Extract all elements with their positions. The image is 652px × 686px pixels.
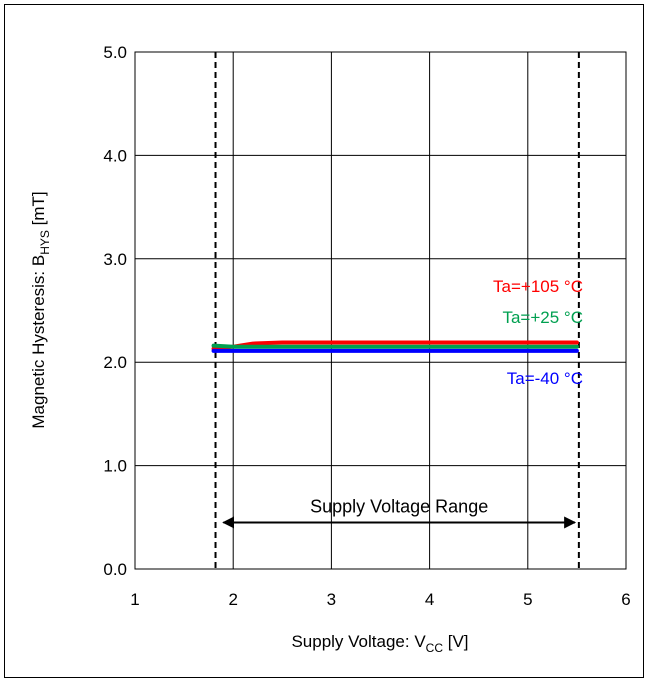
y-tick-label: 4.0 (103, 146, 127, 165)
series-label-25: Ta=+25 °C (502, 308, 583, 327)
range-annotation-label: Supply Voltage Range (310, 496, 488, 516)
x-tick-label: 5 (523, 590, 532, 609)
x-tick-label: 4 (425, 590, 434, 609)
y-axis-label: Magnetic Hysteresis: BHYS [mT] (29, 191, 52, 428)
y-tick-labels: 0.0 1.0 2.0 3.0 4.0 5.0 (103, 43, 127, 579)
series-label-105: Ta=+105 °C (493, 277, 583, 296)
x-axis-label: Supply Voltage: VCC [V] (291, 632, 468, 655)
y-tick-label: 3.0 (103, 250, 127, 269)
x-tick-label: 6 (621, 590, 630, 609)
series-lines (211, 340, 579, 353)
plot-area (134, 51, 627, 570)
range-annotation: Supply Voltage Range (222, 496, 577, 529)
grid-lines (135, 52, 626, 569)
y-tick-label: 2.0 (103, 353, 127, 372)
y-tick-label: 0.0 (103, 560, 127, 579)
x-tick-label: 3 (327, 590, 336, 609)
series-line (211, 343, 579, 349)
x-tick-label: 1 (130, 590, 139, 609)
series-label-minus40: Ta=-40 °C (507, 369, 583, 388)
x-tick-label: 2 (228, 590, 237, 609)
y-tick-label: 5.0 (103, 43, 127, 62)
range-boundary-lines (214, 52, 580, 569)
x-tick-labels: 1 2 3 4 5 6 (130, 590, 630, 609)
y-tick-label: 1.0 (103, 457, 127, 476)
